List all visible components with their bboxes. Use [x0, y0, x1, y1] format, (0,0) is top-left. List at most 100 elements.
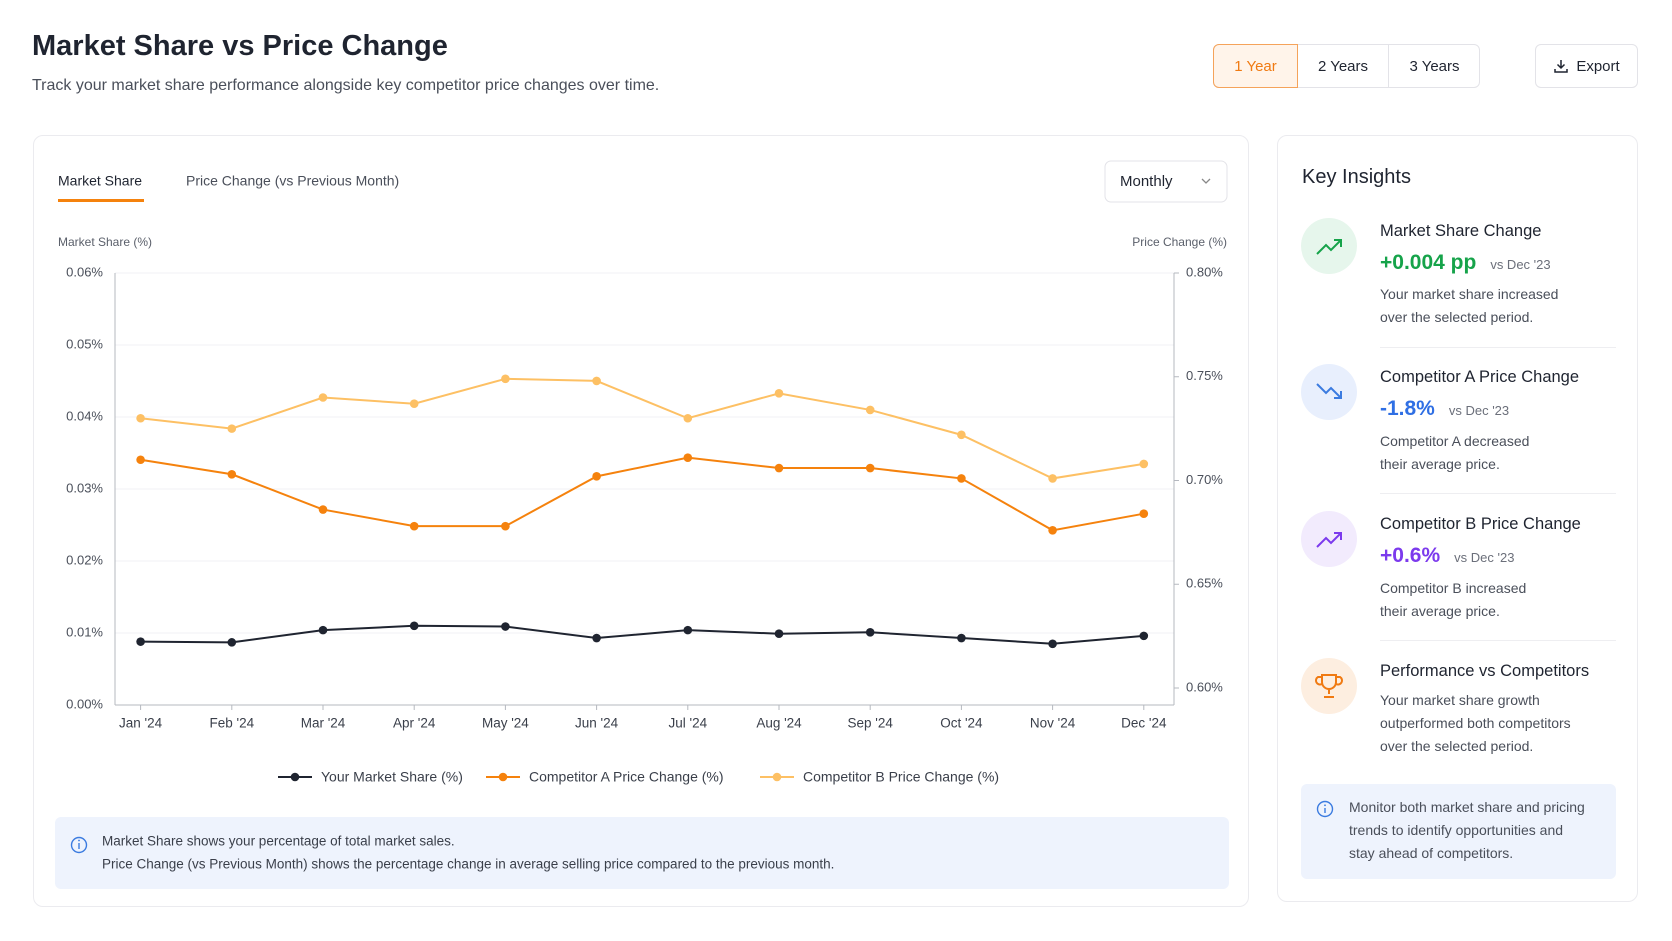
insight-text: Your market share increased: [1380, 286, 1559, 302]
data-point: [774, 463, 784, 473]
y-axis-title: Market Share (%): [58, 235, 152, 249]
insight-value-text: +0.004 pp: [1380, 251, 1477, 274]
export-icon: [1554, 60, 1569, 73]
info-icon: [1316, 800, 1334, 818]
trend-up-icon: [1316, 239, 1342, 255]
data-point: [683, 625, 693, 635]
insight-text: over the selected period.: [1380, 738, 1534, 754]
dropdown-label: Monthly: [1120, 173, 1173, 190]
insight-text: Your market share growth: [1380, 692, 1540, 708]
data-point: [227, 424, 237, 433]
dropdown-chevron: [1201, 178, 1211, 184]
insight-value: +0.6% vs Dec '23: [1380, 544, 1514, 568]
data-point: [865, 627, 875, 637]
series-line: [140, 624, 1144, 645]
data-point: [136, 455, 145, 465]
chart: Market Share Price Change (vs Previous M…: [55, 160, 1229, 889]
data-point: [957, 430, 966, 440]
data-point: [136, 637, 145, 646]
note-text: trends to identify opportunities and: [1349, 822, 1564, 838]
insight-text: their average price.: [1380, 603, 1500, 619]
y2-tick-label: 0.65%: [1186, 576, 1223, 591]
period-button[interactable]: 2 Years: [1298, 45, 1389, 87]
insight-icon: [1301, 364, 1357, 420]
trend-up-icon: [1316, 532, 1342, 548]
y-tick-label: 0.06%: [66, 264, 103, 279]
data-point: [409, 521, 419, 531]
insight-text: outperformed both competitors: [1380, 715, 1571, 731]
data-point: [409, 621, 419, 631]
data-point: [1048, 639, 1057, 649]
y-tick-label: 0.03%: [66, 480, 103, 495]
insight-icon: [1301, 658, 1357, 714]
legend-label: Competitor B Price Change (%): [803, 769, 999, 785]
y2-axis-title: Price Change (%): [1132, 235, 1227, 249]
data-point: [774, 389, 784, 398]
insight-title: Competitor A Price Change: [1380, 368, 1580, 386]
data-point: [227, 638, 237, 647]
chart-card: Market Share Price Change (vs Previous M…: [33, 135, 1249, 907]
y-tick-label: 0.04%: [66, 408, 103, 423]
legend-swatch: [498, 772, 508, 782]
trend-down-icon: [1316, 383, 1342, 399]
data-point: [865, 405, 875, 415]
data-point: [957, 474, 966, 483]
insight-title: Competitor B Price Change: [1380, 515, 1581, 533]
note-text: stay ahead of competitors.: [1349, 845, 1514, 861]
data-point: [592, 472, 601, 481]
data-point: [683, 413, 693, 423]
export-button[interactable]: Export: [1535, 44, 1638, 88]
data-point: [227, 469, 237, 479]
y-tick-label: 0.00%: [66, 696, 103, 711]
x-tick-label: Nov '24: [1030, 716, 1076, 731]
data-point: [592, 376, 601, 386]
period-button[interactable]: 1 Year: [1213, 44, 1298, 88]
insight-text: over the selected period.: [1380, 309, 1534, 325]
tab[interactable]: Market Share: [58, 173, 142, 189]
data-point: [1139, 509, 1149, 518]
info-icon: [70, 836, 88, 854]
data-point: [409, 399, 419, 409]
insights-card: Key Insights Market Share Change +0.004 …: [1277, 135, 1638, 902]
page-subtitle: Track your market share performance alon…: [32, 77, 660, 94]
data-point: [501, 374, 510, 384]
data-point: [318, 505, 328, 514]
page-title: Market Share vs Price Change: [32, 30, 448, 62]
data-point: [774, 629, 784, 639]
x-tick-label: Oct '24: [940, 716, 983, 731]
legend-swatch: [772, 772, 782, 782]
insight-compare: vs Dec '23: [1490, 257, 1551, 272]
series-line: [140, 377, 1144, 480]
data-point: [865, 463, 875, 473]
y-tick-label: 0.02%: [66, 552, 103, 567]
tab-underline: [58, 199, 144, 202]
dropdown[interactable]: [1104, 160, 1228, 203]
insight-value: +0.004 pp vs Dec '23: [1380, 251, 1551, 275]
insight-title: Performance vs Competitors: [1380, 662, 1590, 680]
separator: [1380, 493, 1616, 494]
data-point: [501, 521, 510, 531]
series-line: [140, 456, 1144, 532]
insights-title: Key Insights: [1302, 166, 1411, 188]
data-point: [1048, 474, 1057, 483]
data-point: [1048, 526, 1057, 535]
tab[interactable]: Price Change (vs Previous Month): [186, 173, 399, 189]
separator: [1380, 640, 1616, 641]
data-point: [136, 413, 145, 423]
legend-label: Your Market Share (%): [321, 769, 463, 785]
data-point: [957, 633, 966, 643]
info-icon: [78, 839, 80, 842]
x-tick-label: May '24: [482, 716, 529, 731]
insight-title: Market Share Change: [1380, 222, 1542, 240]
legend-label: Competitor A Price Change (%): [529, 769, 724, 785]
data-point: [318, 393, 328, 402]
y2-tick-label: 0.80%: [1186, 264, 1223, 279]
export-label: Export: [1576, 57, 1620, 75]
data-point: [683, 453, 693, 462]
period-button[interactable]: 3 Years: [1409, 57, 1460, 75]
x-tick-label: Apr '24: [393, 716, 436, 731]
insight-compare: vs Dec '23: [1448, 403, 1510, 418]
x-tick-label: Jan '24: [119, 716, 163, 731]
y2-tick-label: 0.75%: [1186, 368, 1223, 383]
